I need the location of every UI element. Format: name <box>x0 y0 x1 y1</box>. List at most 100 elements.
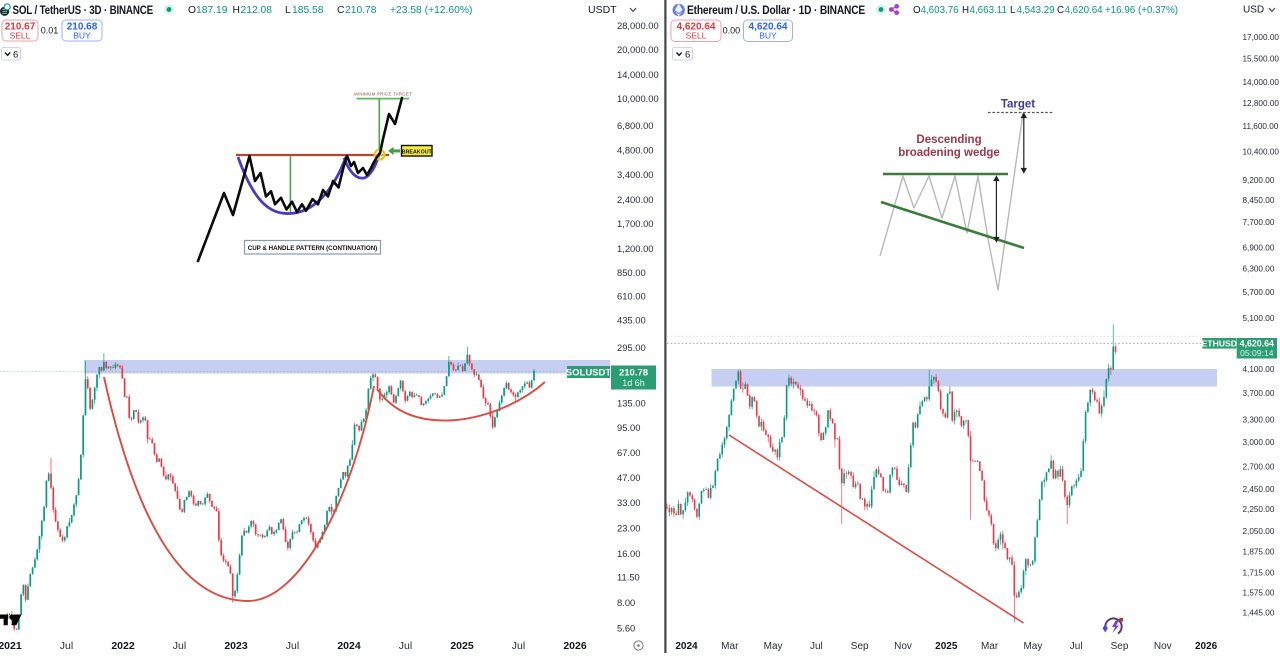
svg-text:47.00: 47.00 <box>617 472 640 483</box>
svg-text:3,400.00: 3,400.00 <box>617 169 654 180</box>
svg-text:05:09:14: 05:09:14 <box>1240 348 1274 358</box>
svg-text:Descending: Descending <box>916 134 981 146</box>
svg-text:4,620.64: 4,620.64 <box>1240 339 1274 349</box>
svg-text:135.00: 135.00 <box>617 397 646 408</box>
svg-text:6,800.00: 6,800.00 <box>617 120 654 131</box>
svg-text:1,445.00: 1,445.00 <box>1243 609 1275 618</box>
svg-text:May: May <box>764 641 783 652</box>
svg-text:185.58: 185.58 <box>292 5 324 16</box>
svg-text:BUY: BUY <box>759 31 777 41</box>
svg-text:Nov: Nov <box>894 641 912 652</box>
svg-text:SOL / TetherUS · 3D · BINANCE: SOL / TetherUS · 3D · BINANCE <box>13 5 154 17</box>
svg-text:5,100.00: 5,100.00 <box>1243 314 1275 323</box>
svg-text:6,900.00: 6,900.00 <box>1243 243 1275 252</box>
svg-text:Jul: Jul <box>173 640 186 652</box>
svg-text:17,000.00: 17,000.00 <box>1243 33 1280 42</box>
svg-text:16.00: 16.00 <box>617 548 640 559</box>
svg-text:4,620.64: 4,620.64 <box>749 22 788 33</box>
svg-text:33.00: 33.00 <box>617 497 640 508</box>
svg-text:610.00: 610.00 <box>617 291 646 302</box>
svg-text:Mar: Mar <box>981 641 999 652</box>
svg-text:USD: USD <box>1243 5 1264 16</box>
svg-text:8.00: 8.00 <box>617 597 635 608</box>
svg-text:O: O <box>913 5 921 16</box>
svg-text:2021: 2021 <box>0 640 22 652</box>
svg-text:11,600.00: 11,600.00 <box>1243 122 1279 131</box>
svg-text:0.00: 0.00 <box>723 26 741 36</box>
svg-text:2022: 2022 <box>111 640 135 652</box>
svg-text:USDT: USDT <box>588 4 617 16</box>
svg-text:H: H <box>962 5 969 16</box>
svg-text:7,700.00: 7,700.00 <box>1243 218 1275 227</box>
svg-text:2,400.00: 2,400.00 <box>617 194 654 205</box>
svg-text:295.00: 295.00 <box>617 342 646 353</box>
svg-text:212.08: 212.08 <box>241 5 273 16</box>
svg-text:SELL: SELL <box>686 31 707 41</box>
svg-text:20,000.00: 20,000.00 <box>617 44 659 55</box>
svg-text:broadening wedge: broadening wedge <box>898 147 1000 159</box>
svg-text:ETHUSD: ETHUSD <box>1202 338 1237 348</box>
svg-text:850.00: 850.00 <box>617 267 646 278</box>
svg-text:2,250.00: 2,250.00 <box>1243 505 1275 514</box>
svg-text:9,200.00: 9,200.00 <box>1243 176 1275 185</box>
svg-text:Jul: Jul <box>1070 641 1083 652</box>
svg-text:23.00: 23.00 <box>617 523 640 534</box>
svg-text:2023: 2023 <box>224 640 248 652</box>
svg-text:2025: 2025 <box>450 640 474 652</box>
svg-text:210.67: 210.67 <box>5 22 36 33</box>
svg-text:SOLUSDT: SOLUSDT <box>566 367 612 378</box>
svg-text:14,000.00: 14,000.00 <box>617 69 659 80</box>
svg-text:210.78: 210.78 <box>345 5 377 16</box>
svg-text:187.19: 187.19 <box>196 5 228 16</box>
svg-text:2025: 2025 <box>935 641 958 652</box>
svg-text:BUY: BUY <box>73 31 91 41</box>
svg-text:2,050.00: 2,050.00 <box>1243 527 1275 536</box>
svg-text:12,800.00: 12,800.00 <box>1243 99 1280 108</box>
svg-text:10,400.00: 10,400.00 <box>1243 148 1280 157</box>
svg-text:5,700.00: 5,700.00 <box>1243 288 1275 297</box>
svg-text:210.68: 210.68 <box>67 22 98 33</box>
svg-text:Mar: Mar <box>721 641 739 652</box>
svg-text:4,603.76: 4,603.76 <box>921 5 960 16</box>
svg-text:O: O <box>188 5 196 16</box>
svg-text:1d 6h: 1d 6h <box>622 378 645 388</box>
svg-text:Jul: Jul <box>399 640 412 652</box>
svg-text:C: C <box>1057 5 1064 16</box>
svg-text:3,000.00: 3,000.00 <box>1243 438 1275 447</box>
svg-text:6,300.00: 6,300.00 <box>1243 265 1275 274</box>
svg-text:10,000.00: 10,000.00 <box>617 93 659 104</box>
svg-text:28,000.00: 28,000.00 <box>617 20 659 31</box>
svg-text:Jul: Jul <box>60 640 73 652</box>
svg-text:4,620.64: 4,620.64 <box>1065 5 1104 16</box>
svg-text:Jul: Jul <box>286 640 299 652</box>
svg-text:2026: 2026 <box>1195 641 1218 652</box>
svg-text:14,000.00: 14,000.00 <box>1243 78 1280 87</box>
svg-text:0.01: 0.01 <box>41 26 59 36</box>
svg-text:4,100.00: 4,100.00 <box>1243 365 1275 374</box>
svg-text:+16.96 (+0.37%): +16.96 (+0.37%) <box>1105 5 1178 16</box>
svg-text:CUP & HANDLE PATTERN (CONTINUA: CUP & HANDLE PATTERN (CONTINUATION) <box>248 245 377 252</box>
svg-text:H: H <box>233 5 240 16</box>
svg-text:1,715.00: 1,715.00 <box>1243 569 1275 578</box>
svg-text:6: 6 <box>685 50 690 61</box>
svg-text:5.60: 5.60 <box>617 622 635 633</box>
svg-text:2,700.00: 2,700.00 <box>1243 463 1275 472</box>
svg-text:1,575.00: 1,575.00 <box>1243 588 1275 597</box>
svg-text:+23.58 (+12.60%): +23.58 (+12.60%) <box>390 5 472 16</box>
svg-text:6: 6 <box>13 50 18 61</box>
svg-text:Nov: Nov <box>1154 641 1172 652</box>
svg-text:1,700.00: 1,700.00 <box>617 218 654 229</box>
svg-text:15,500.00: 15,500.00 <box>1243 54 1280 63</box>
svg-text:4,800.00: 4,800.00 <box>617 145 654 156</box>
svg-text:1,200.00: 1,200.00 <box>617 243 654 254</box>
svg-text:2024: 2024 <box>675 641 698 652</box>
svg-text:BREAKOUT: BREAKOUT <box>402 149 433 155</box>
svg-text:Ethereum / U.S. Dollar · 1D ·: Ethereum / U.S. Dollar · 1D · BINANCE <box>687 5 865 17</box>
svg-text:95.00: 95.00 <box>617 422 640 433</box>
svg-text:Sep: Sep <box>1111 641 1129 652</box>
svg-text:2024: 2024 <box>337 640 361 652</box>
svg-text:Jul: Jul <box>512 640 525 652</box>
svg-text:8,450.00: 8,450.00 <box>1243 196 1275 205</box>
svg-text:4,620.64: 4,620.64 <box>677 22 716 33</box>
svg-text:SELL: SELL <box>10 31 31 41</box>
